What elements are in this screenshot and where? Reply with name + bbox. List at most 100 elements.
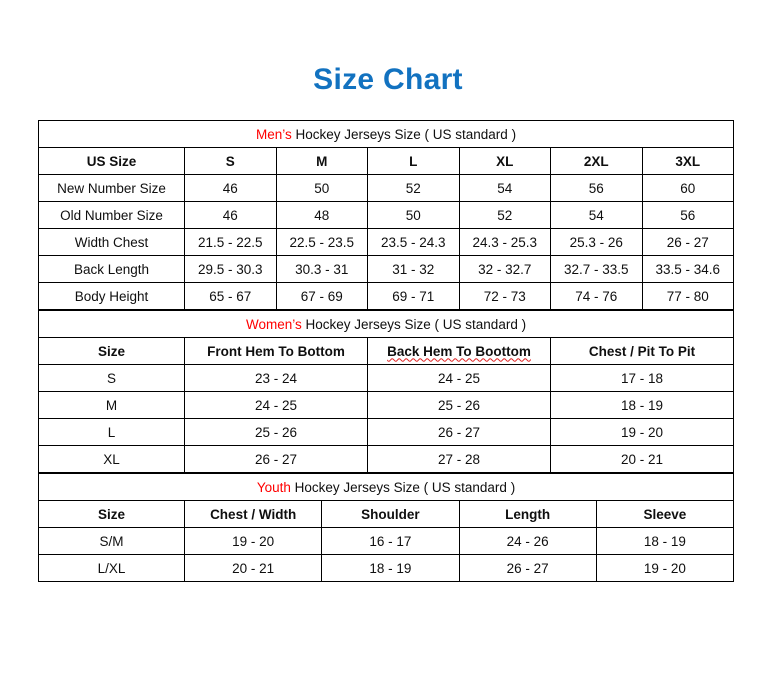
cell: 19 - 20: [183, 527, 323, 555]
mens-size-table: Men’s Hockey Jerseys Size ( US standard …: [37, 120, 735, 310]
table-row: L/XL 20 - 21 18 - 19 26 - 27 19 - 20: [38, 554, 735, 582]
youth-header-length: Length: [458, 500, 597, 528]
mens-header-xl: XL: [458, 147, 551, 175]
mens-header-3xl: 3XL: [641, 147, 735, 175]
cell: 26 - 27: [184, 445, 368, 473]
cell: 18 - 19: [321, 554, 460, 582]
cell: 26 - 27: [458, 554, 597, 582]
cell: 60: [641, 174, 735, 202]
cell: 24 - 26: [458, 527, 597, 555]
row-label: Body Height: [38, 282, 185, 310]
table-row: XL 26 - 27 27 - 28 20 - 21: [38, 445, 735, 473]
cell: 33.5 - 34.6: [641, 255, 735, 283]
row-label: M: [38, 391, 185, 419]
table-row: M 24 - 25 25 - 26 18 - 19: [38, 391, 735, 419]
cell: 52: [458, 201, 551, 229]
misspelled-text: Back Hem To Boottom: [387, 343, 531, 359]
cell: 32.7 - 33.5: [550, 255, 643, 283]
youth-header-sleeve: Sleeve: [595, 500, 735, 528]
row-label: S/M: [38, 527, 185, 555]
row-label: L: [38, 418, 185, 446]
youth-header-chest-width: Chest / Width: [183, 500, 323, 528]
cell: 46: [184, 201, 277, 229]
cell: 67 - 69: [275, 282, 368, 310]
row-label: Width Chest: [38, 228, 185, 256]
cell: 48: [275, 201, 368, 229]
mens-header-s: S: [184, 147, 277, 175]
womens-banner-row: Women’s Hockey Jerseys Size ( US standar…: [37, 310, 735, 338]
cell: 23.5 - 24.3: [367, 228, 460, 256]
cell: 31 - 32: [367, 255, 460, 283]
cell: 52: [367, 174, 460, 202]
cell: 29.5 - 30.3: [184, 255, 277, 283]
cell: 18 - 19: [595, 527, 735, 555]
womens-banner-rest: Hockey Jerseys Size ( US standard ): [301, 316, 527, 332]
row-label: Back Length: [38, 255, 185, 283]
cell: 22.5 - 23.5: [275, 228, 368, 256]
cell: 20 - 21: [549, 445, 735, 473]
womens-section-banner: Women’s Hockey Jerseys Size ( US standar…: [37, 310, 735, 338]
table-row: Body Height 65 - 67 67 - 69 69 - 71 72 -…: [38, 282, 735, 310]
cell: 24.3 - 25.3: [458, 228, 551, 256]
mens-header-m: M: [275, 147, 368, 175]
table-row: Old Number Size 46 48 50 52 54 56: [38, 201, 735, 229]
cell: 74 - 76: [550, 282, 643, 310]
size-chart-tables: Men’s Hockey Jerseys Size ( US standard …: [37, 120, 735, 582]
page-title: Size Chart: [313, 63, 463, 96]
youth-section-banner: Youth Hockey Jerseys Size ( US standard …: [38, 473, 734, 501]
cell: 21.5 - 22.5: [184, 228, 277, 256]
youth-size-table: Youth Hockey Jerseys Size ( US standard …: [38, 473, 735, 582]
mens-header-l: L: [367, 147, 460, 175]
table-row: Width Chest 21.5 - 22.5 22.5 - 23.5 23.5…: [38, 228, 735, 256]
youth-banner-accent: Youth: [256, 479, 291, 495]
row-label: Old Number Size: [38, 201, 185, 229]
cell: 20 - 21: [183, 554, 323, 582]
cell: 19 - 20: [549, 418, 735, 446]
mens-banner-rest: Hockey Jerseys Size ( US standard ): [291, 126, 517, 142]
cell: 50: [367, 201, 460, 229]
cell: 69 - 71: [367, 282, 460, 310]
table-row: New Number Size 46 50 52 54 56 60: [38, 174, 735, 202]
cell: 24 - 25: [184, 391, 368, 419]
womens-header-size: Size: [38, 337, 185, 365]
cell: 17 - 18: [549, 364, 735, 392]
mens-banner-row: Men’s Hockey Jerseys Size ( US standard …: [37, 120, 735, 148]
mens-header-us-size: US Size: [38, 147, 185, 175]
row-label: S: [38, 364, 185, 392]
mens-header-2xl: 2XL: [550, 147, 643, 175]
youth-header-size: Size: [38, 500, 185, 528]
cell: 72 - 73: [458, 282, 551, 310]
cell: 54: [550, 201, 643, 229]
cell: 25 - 26: [184, 418, 368, 446]
womens-header-back-hem-to-bottom: Back Hem To Boottom: [367, 337, 551, 365]
cell: 26 - 27: [641, 228, 735, 256]
womens-header-chest-pit-to-pit: Chest / Pit To Pit: [549, 337, 735, 365]
cell: 25 - 26: [367, 391, 551, 419]
cell: 50: [275, 174, 368, 202]
cell: 56: [550, 174, 643, 202]
cell: 30.3 - 31: [275, 255, 368, 283]
youth-header-row: Size Chest / Width Shoulder Length Sleev…: [38, 500, 735, 528]
row-label: XL: [38, 445, 185, 473]
mens-banner-accent: Men’s: [255, 126, 292, 142]
youth-banner-row: Youth Hockey Jerseys Size ( US standard …: [38, 473, 734, 501]
mens-section-banner: Men’s Hockey Jerseys Size ( US standard …: [37, 120, 735, 148]
cell: 54: [458, 174, 551, 202]
row-label: L/XL: [38, 554, 185, 582]
cell: 65 - 67: [184, 282, 277, 310]
cell: 27 - 28: [367, 445, 551, 473]
table-row: S 23 - 24 24 - 25 17 - 18: [38, 364, 735, 392]
womens-size-table: Women’s Hockey Jerseys Size ( US standar…: [37, 310, 735, 473]
mens-header-row: US Size S M L XL 2XL 3XL: [38, 147, 735, 175]
table-row: S/M 19 - 20 16 - 17 24 - 26 18 - 19: [38, 527, 735, 555]
cell: 77 - 80: [641, 282, 735, 310]
cell: 23 - 24: [184, 364, 368, 392]
cell: 24 - 25: [367, 364, 551, 392]
youth-banner-rest: Hockey Jerseys Size ( US standard ): [290, 479, 516, 495]
womens-banner-accent: Women’s: [245, 316, 302, 332]
cell: 16 - 17: [321, 527, 460, 555]
cell: 46: [184, 174, 277, 202]
cell: 25.3 - 26: [550, 228, 643, 256]
cell: 26 - 27: [367, 418, 551, 446]
